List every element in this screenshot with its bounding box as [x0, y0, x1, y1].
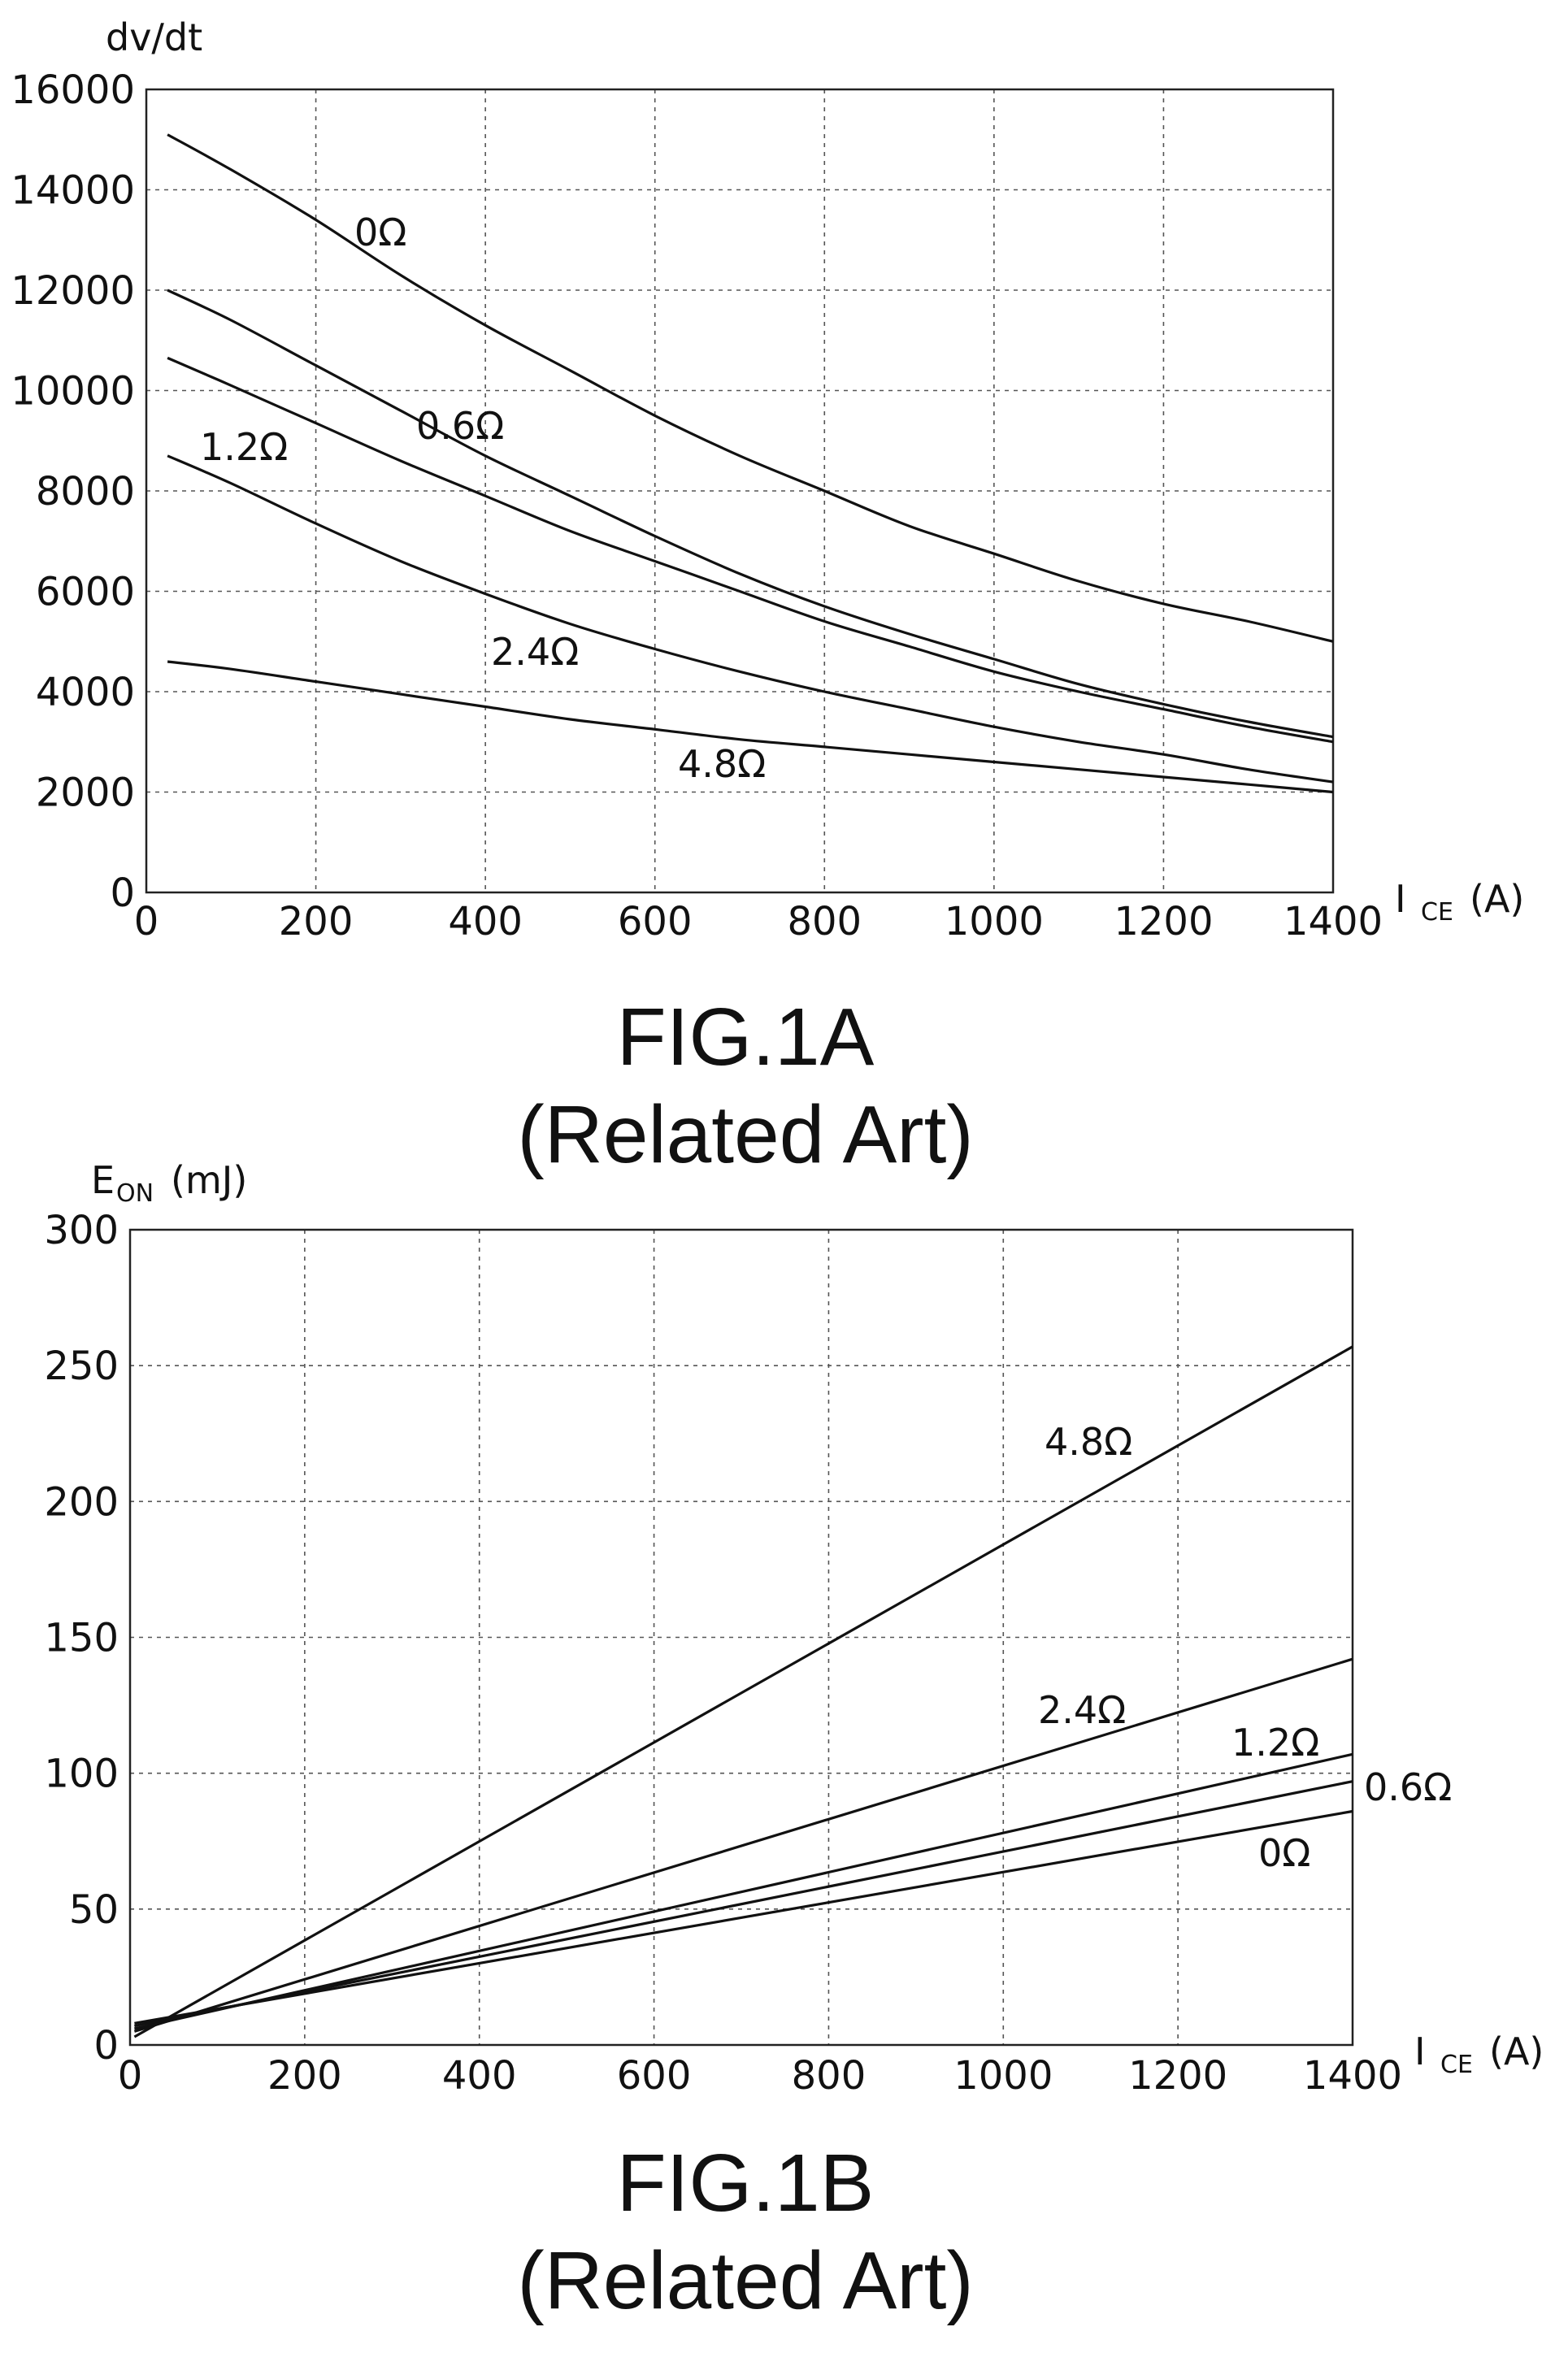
chart-a-x-tick-labels: 0 200 400 600 800 1000 1200 1400: [134, 899, 1383, 944]
chart-b-curve-label-0ohm: 0Ω: [1258, 1831, 1310, 1875]
chart-b-curve-label-2-4ohm: 2.4Ω: [1038, 1688, 1126, 1732]
chart-a-caption-figure: FIG.1A: [617, 992, 875, 1083]
chart-a-x-tick-label: 0: [134, 899, 159, 944]
chart-a-x-tick-label: 600: [618, 899, 693, 944]
chart-a-x-tick-label: 400: [448, 899, 523, 944]
chart-b-y-tick-label: 300: [44, 1208, 119, 1253]
chart-b-curve-2-4ohm: [133, 1657, 1353, 2033]
chart-b-curve-0-6ohm: [134, 1780, 1353, 2028]
chart-a-x-axis-label-subscript: CE: [1421, 898, 1453, 927]
chart-a-y-tick-label: 12000: [11, 268, 135, 314]
chart-a-x-tick-label: 1200: [1114, 899, 1213, 944]
chart-b-caption-figure: FIG.1B: [617, 2138, 875, 2229]
chart-a-y-tick-label: 8000: [36, 469, 135, 514]
chart-a-y-tick-label: 6000: [36, 570, 135, 615]
chart-b-x-tick-label: 1000: [953, 2053, 1053, 2099]
chart-a-y-tick-label: 2000: [36, 771, 135, 816]
chart-a-x-tick-label: 800: [787, 899, 862, 944]
chart-a-curve-0ohm: [167, 133, 1334, 643]
chart-b-x-tick-label: 1200: [1128, 2053, 1227, 2099]
chart-b-x-tick-label: 400: [442, 2053, 517, 2099]
chart-a-curve-label-0ohm: 0Ω: [354, 211, 406, 254]
chart-b-y-tick-label: 150: [44, 1616, 119, 1661]
chart-a-curve-labels: 0Ω 0.6Ω 1.2Ω 2.4Ω 4.8Ω: [200, 211, 766, 786]
chart-a-curve-label-0-6ohm: 0.6Ω: [416, 404, 504, 448]
chart-a-y-tick-labels: 0 2000 4000 6000 8000 10000 12000 14000 16000: [11, 67, 135, 916]
chart-b-y-tick-label: 200: [44, 1479, 119, 1525]
chart-a-y-tick-label: 4000: [36, 670, 135, 715]
chart-a-curves: [167, 133, 1334, 794]
chart-b-y-tick-label: 50: [69, 1887, 119, 1933]
chart-a-y-tick-label: 0: [110, 870, 135, 916]
chart-b-curve-4-8ohm: [133, 1345, 1353, 2038]
chart-b-curves: [133, 1345, 1353, 2038]
chart-b-curve-0ohm: [134, 1809, 1353, 2025]
chart-b-y-tick-label: 0: [93, 2023, 119, 2069]
chart-a-curve-1-2ohm: [167, 356, 1334, 744]
chart-a-plot-frame: [145, 88, 1335, 894]
chart-b-x-tick-label: 1400: [1303, 2053, 1402, 2099]
chart-a-curve-2-4ohm: [167, 454, 1334, 784]
chart-a-y-tick-label: 16000: [11, 67, 135, 113]
chart-a-x-axis-label-unit: (A): [1470, 877, 1524, 921]
chart-b-curve-1-2ohm: [134, 1752, 1353, 2030]
chart-b-curve-label-0-6ohm: 0.6Ω: [1364, 1765, 1452, 1809]
chart-b-curve-label-1-2ohm: 1.2Ω: [1231, 1721, 1319, 1765]
chart-b-x-axis-label-unit: (A): [1489, 2030, 1544, 2073]
chart-a-curve-label-1-2ohm: 1.2Ω: [200, 425, 288, 469]
chart-a-y-tick-label: 14000: [11, 168, 135, 214]
chart-b-plot-frame: [128, 1228, 1354, 2047]
chart-a-x-tick-label: 1000: [945, 899, 1044, 944]
chart-b-x-tick-label: 800: [792, 2053, 867, 2099]
chart-b-y-axis-label-unit: (mJ): [171, 1158, 247, 1202]
chart-a-y-tick-label: 10000: [11, 369, 135, 415]
chart-a-curve-label-4-8ohm: 4.8Ω: [678, 742, 766, 786]
chart-b: 0 200 400 600 800 1000 1200 1400 0 50 100 150 200 25…: [44, 1158, 1544, 2326]
chart-a-curve-0-6ohm: [167, 289, 1334, 739]
chart-b-y-axis-label-main: E: [91, 1158, 115, 1202]
chart-b-x-axis-label-subscript: CE: [1440, 2051, 1473, 2079]
chart-a-x-tick-label: 1400: [1284, 899, 1383, 944]
chart-b-caption-related-art: (Related Art): [517, 2235, 973, 2326]
chart-b-grid: [130, 1230, 1353, 2045]
chart-a-curve-label-2-4ohm: 2.4Ω: [491, 630, 579, 674]
chart-a-caption-related-art: (Related Art): [517, 1089, 973, 1180]
chart-b-x-axis-label-main: I: [1414, 2030, 1426, 2073]
chart-b-y-axis-label-subscript: ON: [116, 1179, 154, 1208]
chart-a: 0 200 400 600 800 1000 1200 1400 0 2000 4000 6000 8…: [11, 15, 1524, 1180]
chart-b-x-tick-label: 600: [617, 2053, 692, 2099]
chart-a-y-axis-label: dv/dt: [106, 15, 202, 59]
chart-a-curve-4-8ohm: [167, 660, 1334, 794]
chart-b-curve-label-4-8ohm: 4.8Ω: [1045, 1420, 1132, 1464]
chart-b-x-tick-label: 0: [118, 2053, 143, 2099]
chart-b-y-tick-label: 100: [44, 1752, 119, 1797]
chart-b-x-tick-label: 200: [267, 2053, 342, 2099]
chart-b-y-tick-label: 250: [44, 1344, 119, 1389]
chart-a-x-axis-label-main: I: [1395, 877, 1406, 921]
chart-b-curve-labels: 4.8Ω 2.4Ω 1.2Ω 0.6Ω 0Ω: [1038, 1420, 1452, 1875]
chart-a-x-tick-label: 200: [279, 899, 354, 944]
chart-b-y-tick-labels: 0 50 100 150 200 250 300: [44, 1208, 119, 2069]
chart-b-x-tick-labels: 0 200 400 600 800 1000 1200 1400: [118, 2053, 1402, 2099]
